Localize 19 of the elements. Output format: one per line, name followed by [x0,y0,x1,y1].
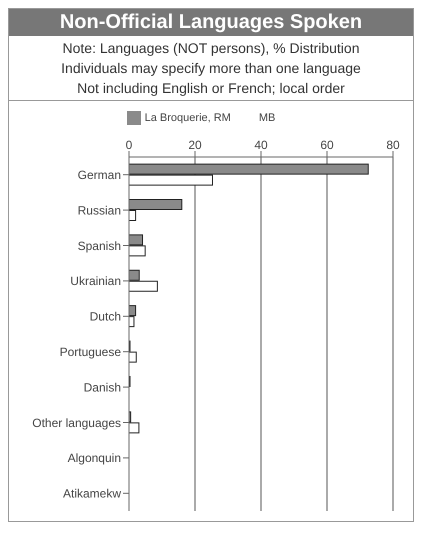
chart-subtitle: Note: Languages (NOT persons), % Distribution Individuals may specify more than one language Not including English or French; local order [9,38,413,98]
y-tick-label: Dutch [90,310,121,324]
y-tick-label: Ukrainian [70,274,121,288]
y-tick-label: Portuguese [60,344,122,359]
y-tick-label: Algonquin [68,451,121,466]
legend-label: La Broquerie, RM [144,112,231,124]
y-tick-label: Spanish [78,238,121,253]
text: MB [258,112,276,124]
x-tick-label: 20 [188,138,202,152]
y-tick-label: Other languages [32,416,121,430]
x-tick-label: 0 [126,138,133,152]
chart-title: Non-Official Languages Spoken [9,9,413,36]
x-tick-label: 60 [320,138,334,152]
x-tick-label: 80 [386,138,400,152]
y-tick-label: Danish [84,380,121,394]
y-tick-label: German [78,168,121,182]
y-tick-label: Russian [78,203,121,218]
y-tick-label: Atikamekw [62,486,122,501]
x-tick-label: 40 [254,138,268,152]
